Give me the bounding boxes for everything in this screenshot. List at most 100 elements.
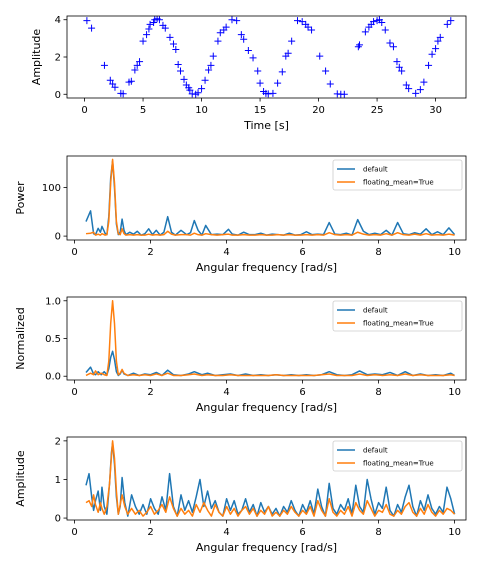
plot-area xyxy=(83,16,455,98)
data-point xyxy=(393,58,401,66)
data-point xyxy=(139,37,147,45)
x-tick-label: 25 xyxy=(371,105,384,116)
data-point xyxy=(425,61,433,69)
data-point xyxy=(100,61,108,69)
data-point xyxy=(237,31,245,39)
data-point xyxy=(244,46,252,54)
data-point xyxy=(402,81,410,89)
data-point xyxy=(308,26,316,34)
subplot-4: 0 2 4 6 8 10 0 1 2 Angular frequency [rad/s] Ampli… xyxy=(14,436,467,554)
x-tick-label: 4 xyxy=(223,247,229,258)
data-point xyxy=(222,23,230,31)
data-point xyxy=(143,31,151,39)
y-tick-label: 1.0 xyxy=(45,296,61,307)
legend-box xyxy=(332,159,463,191)
data-point xyxy=(111,83,119,91)
data-point xyxy=(447,17,455,25)
y-axis-label: Normalized xyxy=(14,307,27,369)
data-point xyxy=(205,66,213,74)
legend-label-floating-mean: floating_mean=True xyxy=(363,320,434,328)
data-point xyxy=(398,67,406,75)
x-tick-label: 4 xyxy=(223,387,229,398)
legend: default floating_mean=True xyxy=(332,300,463,332)
x-tick-label: 8 xyxy=(375,247,381,258)
plot-area xyxy=(85,440,456,517)
data-point xyxy=(326,80,334,88)
data-point xyxy=(214,37,222,45)
data-point xyxy=(186,86,194,94)
data-point xyxy=(288,37,296,45)
data-point xyxy=(254,67,262,75)
x-tick-label: 2 xyxy=(147,247,153,258)
x-tick-label: 10 xyxy=(448,527,461,538)
legend: default floating_mean=True xyxy=(332,159,463,191)
data-point xyxy=(420,78,428,86)
x-tick-label: 10 xyxy=(448,247,461,258)
data-point xyxy=(436,33,444,41)
x-tick-label: 20 xyxy=(312,105,325,116)
data-point xyxy=(284,49,292,57)
x-tick-label: 0 xyxy=(71,387,77,398)
x-tick-label: 0 xyxy=(71,247,77,258)
x-tick-label: 8 xyxy=(375,387,381,398)
y-tick-label: 0 xyxy=(55,514,61,525)
data-point xyxy=(161,24,169,32)
x-axis-label: Time [s] xyxy=(243,119,289,132)
data-point xyxy=(145,25,153,33)
series-line-floating-mean xyxy=(85,440,456,517)
data-point xyxy=(395,63,403,71)
data-point xyxy=(127,77,135,85)
data-point xyxy=(207,61,215,69)
data-point xyxy=(176,67,184,75)
data-point xyxy=(194,89,202,97)
y-tick-label: 0 xyxy=(55,90,61,101)
y-axis-label: Amplitude xyxy=(14,450,27,507)
data-point xyxy=(228,16,236,24)
legend-box xyxy=(332,300,463,332)
data-point xyxy=(386,39,394,47)
data-point xyxy=(155,16,163,24)
data-point xyxy=(88,24,96,32)
legend-label-default: default xyxy=(363,307,388,315)
data-point xyxy=(146,20,154,28)
data-point xyxy=(304,23,312,31)
x-axis-label: Angular frequency [rad/s] xyxy=(196,261,337,274)
data-point xyxy=(131,66,139,74)
data-point xyxy=(198,85,206,93)
data-point xyxy=(298,18,306,26)
series-line-floating-mean xyxy=(85,158,455,236)
legend-label-floating-mean: floating_mean=True xyxy=(363,179,434,187)
data-point xyxy=(249,54,257,62)
axes-frame xyxy=(66,155,467,241)
plot-area xyxy=(85,158,456,236)
x-tick-label: 4 xyxy=(223,527,229,538)
data-point xyxy=(412,89,420,97)
data-point xyxy=(209,52,217,60)
data-point xyxy=(166,33,174,41)
y-tick-label: 0.0 xyxy=(45,372,61,383)
data-point xyxy=(172,46,180,54)
data-point xyxy=(106,76,114,84)
legend-box xyxy=(332,440,463,472)
plot-area xyxy=(85,300,455,377)
x-tick-label: 5 xyxy=(140,105,146,116)
data-point xyxy=(269,89,277,97)
x-tick-label: 30 xyxy=(429,105,442,116)
data-point xyxy=(434,37,442,45)
legend-label-default: default xyxy=(363,447,388,455)
x-tick-label: 8 xyxy=(375,527,381,538)
data-point xyxy=(381,26,389,34)
legend-label-default: default xyxy=(363,166,388,174)
data-point xyxy=(356,41,364,49)
data-point xyxy=(316,52,324,60)
data-point xyxy=(443,20,451,28)
y-tick-label: 4 xyxy=(55,15,61,26)
data-point xyxy=(174,60,182,68)
data-point xyxy=(389,43,397,51)
data-point xyxy=(83,17,91,25)
subplot-1: 0 5 10 15 20 25 30 0 2 4 Time [s] Amplitude xyxy=(30,15,467,132)
legend-label-floating-mean: floating_mean=True xyxy=(363,460,434,468)
data-point xyxy=(136,58,144,66)
data-point xyxy=(294,17,302,25)
